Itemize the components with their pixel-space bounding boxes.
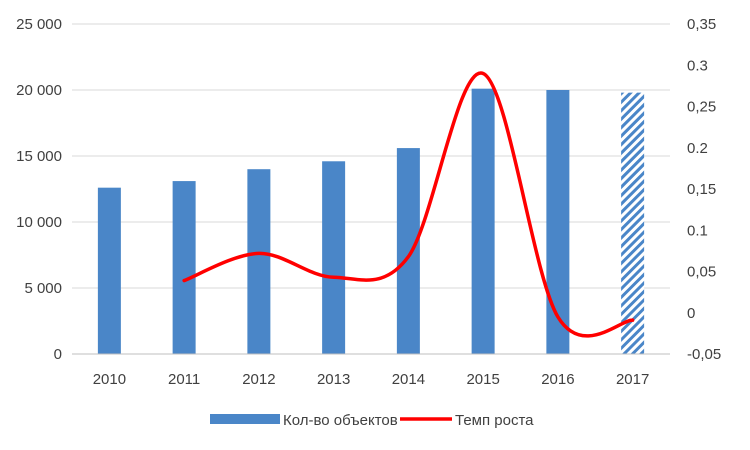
- bar-series: [97, 88, 645, 355]
- x-tick-label: 2014: [392, 371, 425, 388]
- y-right-tick-label: 0,05: [687, 264, 716, 281]
- legend: Кол-во объектов Темп роста: [210, 412, 534, 429]
- x-tick-label: 2012: [242, 371, 275, 388]
- bar-2011: [172, 181, 196, 354]
- legend-swatch-bars: [210, 414, 280, 424]
- y-left-tick-label: 5 000: [24, 280, 62, 297]
- y-right-tick-label: 0.2: [687, 140, 708, 157]
- x-tick-label: 2013: [317, 371, 350, 388]
- y-right-tick-label: 0,25: [687, 99, 716, 116]
- y-right-tick-label: 0,15: [687, 181, 716, 198]
- bar-2012: [247, 169, 271, 354]
- y-left-tick-label: 25 000: [16, 16, 62, 33]
- x-tick-label: 2010: [93, 371, 126, 388]
- y-right-tick-label: 0,35: [687, 16, 716, 33]
- line-series: [182, 71, 635, 338]
- x-tick-label: 2017: [616, 371, 649, 388]
- x-tick-label: 2011: [168, 371, 200, 388]
- legend-label-line: Темп роста: [455, 412, 534, 429]
- y-left-tick-label: 15 000: [16, 148, 62, 165]
- grid-lines: [72, 23, 670, 289]
- axes: 0 5 000 10 000 15 000 20 000 25 000 -0,05 0 0,05…: [16, 16, 721, 388]
- bar-2010: [97, 187, 121, 354]
- y-right-tick-label: 0: [687, 305, 695, 322]
- x-tick-label: 2016: [541, 371, 574, 388]
- bar-2013: [322, 161, 346, 354]
- legend-label-bars: Кол-во объектов: [283, 412, 398, 429]
- x-tick-label: 2015: [466, 371, 499, 388]
- y-right-tick-label: 0.3: [687, 57, 708, 74]
- y-left-tick-label: 0: [54, 346, 62, 363]
- bar-2016: [546, 90, 570, 354]
- growth-rate-line: [182, 71, 635, 338]
- bar-2017: [621, 92, 645, 354]
- y-right-tick-label: -0,05: [687, 346, 721, 363]
- y-left-tick-label: 20 000: [16, 82, 62, 99]
- y-right-tick-label: 0.1: [687, 222, 708, 239]
- bar-2015: [471, 88, 495, 355]
- bar-2014: [396, 148, 420, 354]
- y-left-tick-label: 10 000: [16, 214, 62, 231]
